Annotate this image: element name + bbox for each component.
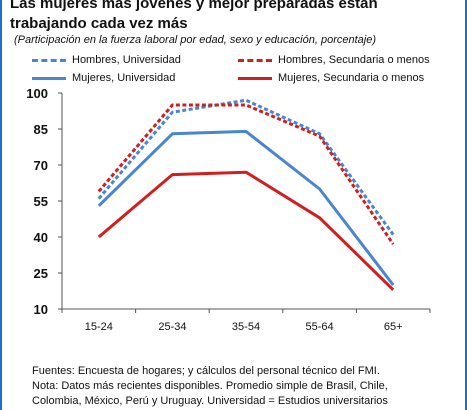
notes: Fuentes: Encuesta de hogares; y cálculos… bbox=[32, 364, 452, 409]
x-tick-label: 65+ bbox=[384, 321, 403, 333]
legend-item: Hombres, Universidad bbox=[32, 54, 181, 66]
legend-item: Mujeres, Universidad bbox=[32, 72, 175, 84]
chart-subtitle: (Participación en la fuerza laboral por … bbox=[14, 34, 376, 46]
legend-swatch-mujeres-secundaria bbox=[238, 76, 272, 80]
legend-item: Mujeres, Secundaria o menos bbox=[238, 72, 424, 84]
series-line-3 bbox=[97, 170, 395, 291]
y-tick-label: 100 bbox=[26, 86, 48, 101]
line-chart: 10 25 40 55 70 85 100 15-24 25-34 35-54 55-64 65+ bbox=[26, 86, 431, 333]
series-line-2 bbox=[97, 129, 395, 286]
y-tick-label: 85 bbox=[34, 122, 48, 137]
legend-swatch-hombres-universidad bbox=[32, 58, 66, 62]
chart-axes: 10 25 40 55 70 85 100 15-24 25-34 35-54 55-64 65+ bbox=[26, 86, 431, 333]
legend-label: Hombres, Universidad bbox=[72, 54, 181, 66]
x-tick-label: 25-34 bbox=[158, 321, 186, 333]
x-tick-label: 15-24 bbox=[85, 321, 113, 333]
note-line: Nota: Datos más recientes disponibles. P… bbox=[32, 380, 388, 392]
legend-label: Hombres, Secundaria o menos bbox=[278, 54, 430, 66]
x-tick-label: 35-54 bbox=[232, 321, 260, 333]
y-tick-label: 70 bbox=[34, 158, 48, 173]
chart-title: Las mujeres más jóvenes y mejor preparad… bbox=[10, 0, 378, 32]
y-tick-label: 55 bbox=[34, 194, 48, 209]
legend-label: Mujeres, Universidad bbox=[72, 72, 176, 84]
y-tick-label: 10 bbox=[34, 302, 48, 317]
note-line: Colombia, México, Perú y Uruguay. Univer… bbox=[32, 395, 388, 407]
y-tick-label: 25 bbox=[34, 266, 48, 281]
chart-lines bbox=[97, 98, 395, 291]
legend-swatch-hombres-secundaria bbox=[238, 58, 272, 62]
legend-item: Hombres, Secundaria o menos bbox=[238, 54, 430, 66]
legend-label: Mujeres, Secundaria o menos bbox=[278, 72, 425, 84]
note-line: Fuentes: Encuesta de hogares; y cálculos… bbox=[32, 365, 380, 377]
y-tick-label: 40 bbox=[34, 230, 48, 245]
series-line-0 bbox=[97, 98, 395, 236]
x-tick-label: 55-64 bbox=[306, 321, 334, 333]
legend-swatch-mujeres-universidad bbox=[32, 76, 66, 80]
